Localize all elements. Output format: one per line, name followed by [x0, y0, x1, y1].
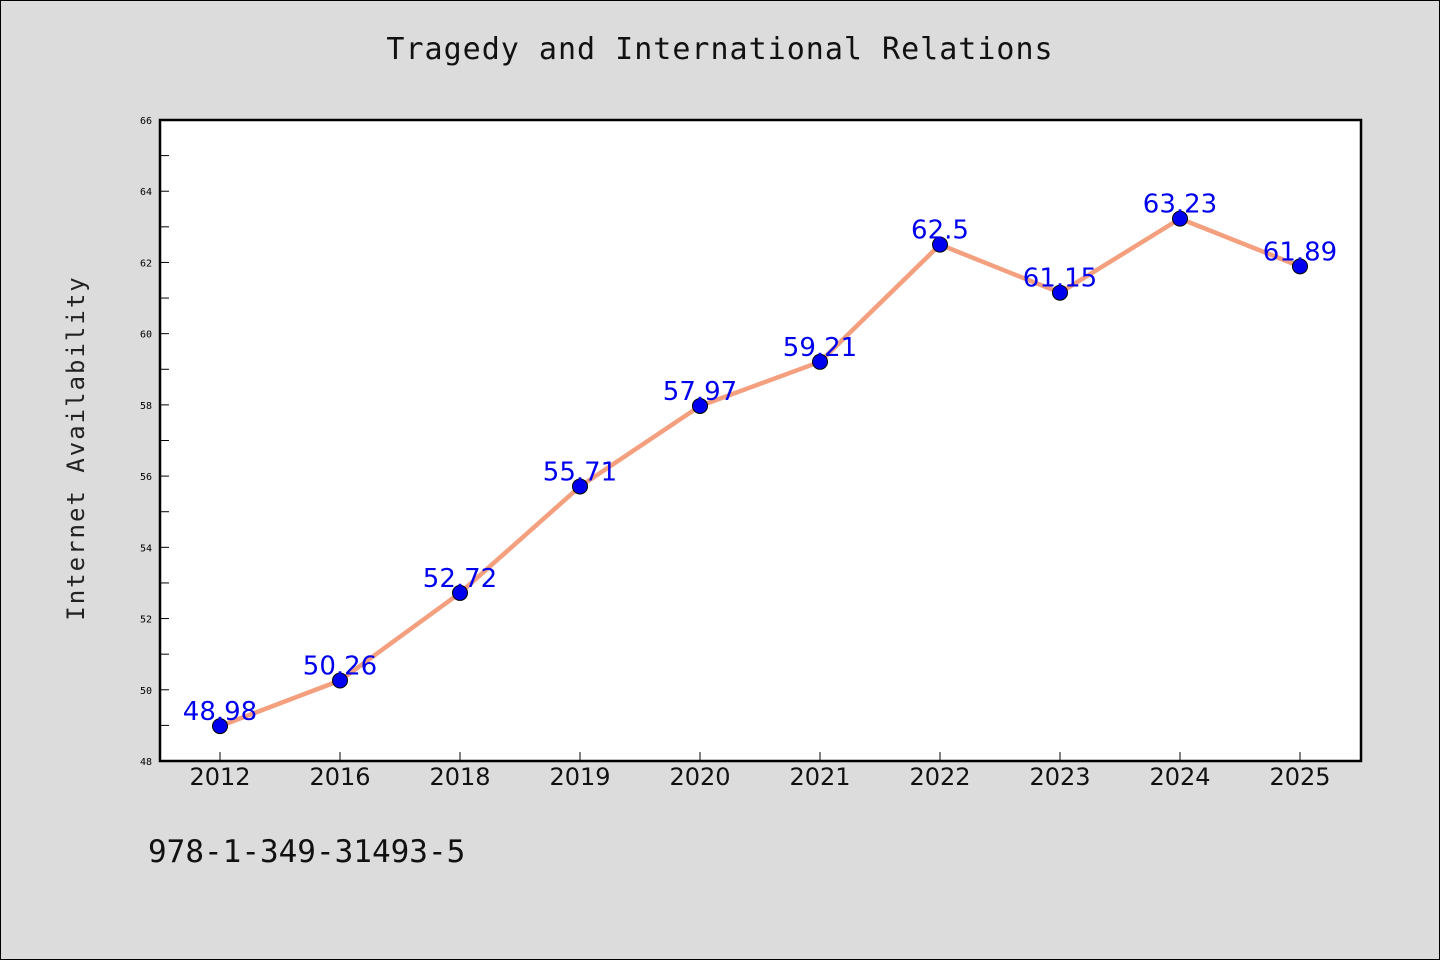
- series-layer: 48.98 50.26 52.72 55.71 57.97 59.21 62.5 61.15 6…: [183, 190, 1337, 735]
- x-tick-label: 2025: [1269, 763, 1330, 791]
- x-axis: 2012 2016 2018 2019 2020 2021 2022 2023 2024 2025: [189, 752, 1331, 791]
- data-label: 62.5: [911, 216, 969, 246]
- chart-title: Tragedy and International Relations: [386, 32, 1054, 67]
- data-point: [812, 353, 828, 370]
- data-label: 52.72: [423, 564, 497, 594]
- data-point: [1052, 284, 1068, 301]
- x-tick-label: 2023: [1029, 763, 1090, 791]
- data-point: [1292, 258, 1308, 275]
- data-point: [332, 672, 348, 689]
- plot-background: [158, 118, 1363, 763]
- x-tick-label: 2022: [909, 763, 970, 791]
- data-point: [932, 236, 948, 253]
- y-tick-label: 56: [140, 472, 152, 483]
- data-label: 55.71: [543, 457, 617, 487]
- x-tick-label: 2016: [309, 763, 370, 791]
- data-label: 61.15: [1023, 264, 1097, 294]
- y-tick-label: 66: [140, 116, 152, 127]
- data-point: [692, 397, 708, 414]
- data-label: 57.97: [663, 377, 737, 407]
- y-tick-label: 62: [140, 258, 152, 269]
- series-line: [217, 216, 1303, 729]
- data-point: [452, 584, 468, 601]
- x-tick-label: 2012: [189, 763, 250, 791]
- y-tick-label: 48: [140, 757, 152, 768]
- data-label: 50.26: [303, 652, 377, 682]
- y-tick-label: 64: [140, 187, 152, 198]
- y-tick-label: 60: [140, 330, 152, 341]
- data-label: 48.98: [183, 697, 257, 727]
- data-label: 63.23: [1143, 190, 1217, 220]
- x-tick-label: 2021: [789, 763, 850, 791]
- data-point: [212, 718, 228, 735]
- y-axis: 48 50 52 54 56 58 60 62 64 66: [140, 116, 169, 768]
- y-tick-label: 50: [140, 686, 152, 697]
- x-tick-label: 2024: [1149, 763, 1210, 791]
- data-point: [1172, 210, 1188, 227]
- y-tick-label: 58: [140, 401, 152, 412]
- x-tick-label: 2020: [669, 763, 730, 791]
- x-tick-label: 2018: [429, 763, 490, 791]
- x-tick-label: 2019: [549, 763, 610, 791]
- isbn-footnote: 978-1-349-31493-5: [148, 834, 466, 870]
- data-point: [572, 478, 588, 495]
- data-label: 59.21: [783, 333, 857, 363]
- plot-area: [158, 118, 1363, 763]
- y-tick-label: 54: [140, 543, 152, 554]
- data-label: 61.89: [1263, 237, 1337, 267]
- y-tick-label: 52: [140, 615, 152, 626]
